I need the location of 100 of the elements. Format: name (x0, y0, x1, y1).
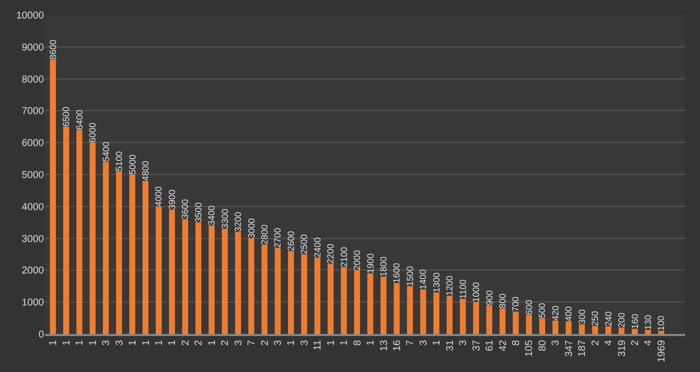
x-tick-label: 11 (312, 340, 324, 350)
bar (526, 314, 532, 334)
x-tick-label: 1 (128, 340, 139, 346)
x-tick-label: 3 (458, 340, 470, 346)
bar (645, 330, 651, 334)
x-tick-label: 1969 (656, 340, 668, 362)
bar (222, 228, 228, 334)
y-tick-label: 0 (38, 330, 44, 340)
x-tick-label: 2 (220, 340, 232, 346)
x-tick-label: 3 (299, 340, 310, 346)
x-tick-label: 1 (326, 340, 337, 346)
bar (63, 126, 70, 334)
bar (90, 142, 96, 334)
bar (354, 270, 360, 334)
bar (168, 210, 175, 334)
bar (394, 282, 400, 334)
bar (566, 321, 572, 334)
x-tick-label: 1 (286, 340, 298, 346)
bar (406, 286, 413, 334)
data-label: 2200 (326, 244, 336, 264)
x-tick-label: 1 (167, 340, 178, 346)
x-tick-label: 4 (643, 340, 654, 346)
data-label: 240 (603, 311, 614, 326)
bar (592, 326, 598, 334)
bar (156, 206, 162, 334)
data-label: 1000 (471, 282, 482, 302)
x-tick-label: 3 (233, 340, 244, 346)
y-tick-label: 10000 (16, 10, 44, 22)
x-tick-label: 1 (61, 340, 72, 346)
data-label: 1900 (365, 253, 376, 274)
bar (314, 257, 320, 334)
x-tick-label: 1 (74, 340, 86, 346)
bar (433, 292, 440, 334)
x-tick-label: 2 (630, 340, 641, 346)
bar (512, 312, 519, 334)
data-label: 800 (498, 293, 508, 308)
data-label: 4800 (140, 160, 150, 181)
x-tick-label: 1 (140, 340, 152, 346)
bar (262, 244, 268, 334)
data-label: 2600 (286, 231, 296, 252)
x-tick-label: 319 (616, 340, 628, 357)
y-tick-label: 5000 (22, 170, 44, 181)
y-tick-label: 3000 (22, 234, 44, 245)
x-tick-label: 105 (524, 340, 536, 357)
data-label: 300 (576, 309, 587, 324)
data-label: 2000 (352, 250, 362, 270)
data-label: 6400 (74, 110, 84, 130)
data-label: 1500 (404, 266, 415, 286)
data-label: 1200 (444, 276, 455, 296)
y-tick-label: 7000 (22, 106, 44, 118)
bar (142, 180, 148, 334)
y-tick-label: 1000 (22, 298, 44, 309)
data-label: 1600 (392, 262, 402, 283)
x-tick-label: 3 (101, 340, 112, 346)
bar (102, 162, 109, 334)
bar (208, 226, 215, 334)
data-label: 2400 (312, 237, 322, 258)
data-label: 3600 (180, 199, 190, 220)
x-tick-label: 8 (510, 340, 522, 346)
bar (288, 251, 294, 334)
data-label: 400 (564, 306, 574, 322)
data-label: 3000 (246, 218, 256, 238)
x-tick-label: 4 (604, 340, 615, 346)
data-label: 1800 (378, 256, 389, 277)
x-tick-label: 31 (444, 340, 456, 352)
data-label: 1400 (418, 269, 428, 290)
data-label: 3200 (233, 212, 244, 232)
bar (420, 289, 426, 334)
x-tick-label: 1 (366, 340, 377, 346)
bar (50, 60, 56, 334)
data-label: 6000 (88, 122, 98, 143)
data-label: 160 (630, 314, 640, 329)
data-label: 700 (510, 296, 521, 312)
x-tick-label: 347 (564, 340, 575, 357)
bar (500, 308, 506, 334)
x-tick-label: 7 (405, 340, 416, 346)
x-tick-label: 80 (537, 340, 548, 352)
bar (618, 328, 624, 334)
data-label: 5400 (100, 142, 111, 162)
data-label: 200 (616, 312, 627, 328)
data-label: 4000 (154, 186, 164, 206)
x-tick-label: 16 (392, 340, 403, 352)
x-tick-label: 1 (206, 340, 218, 346)
bar (340, 267, 347, 334)
x-tick-label: 1 (88, 340, 99, 346)
data-label: 420 (550, 306, 560, 321)
x-tick-label: 2 (180, 340, 192, 346)
bar (460, 298, 466, 334)
bar (235, 232, 242, 334)
data-label: 130 (642, 314, 653, 330)
bar (578, 324, 585, 334)
data-label: 3300 (220, 208, 230, 229)
y-tick-label: 6000 (22, 138, 44, 150)
data-label: 2100 (338, 246, 349, 268)
bar (116, 171, 122, 334)
data-label: 5000 (127, 154, 138, 174)
bar (552, 320, 558, 334)
x-tick-label: 3 (418, 340, 430, 346)
bar (539, 318, 546, 334)
data-label: 500 (537, 303, 548, 318)
